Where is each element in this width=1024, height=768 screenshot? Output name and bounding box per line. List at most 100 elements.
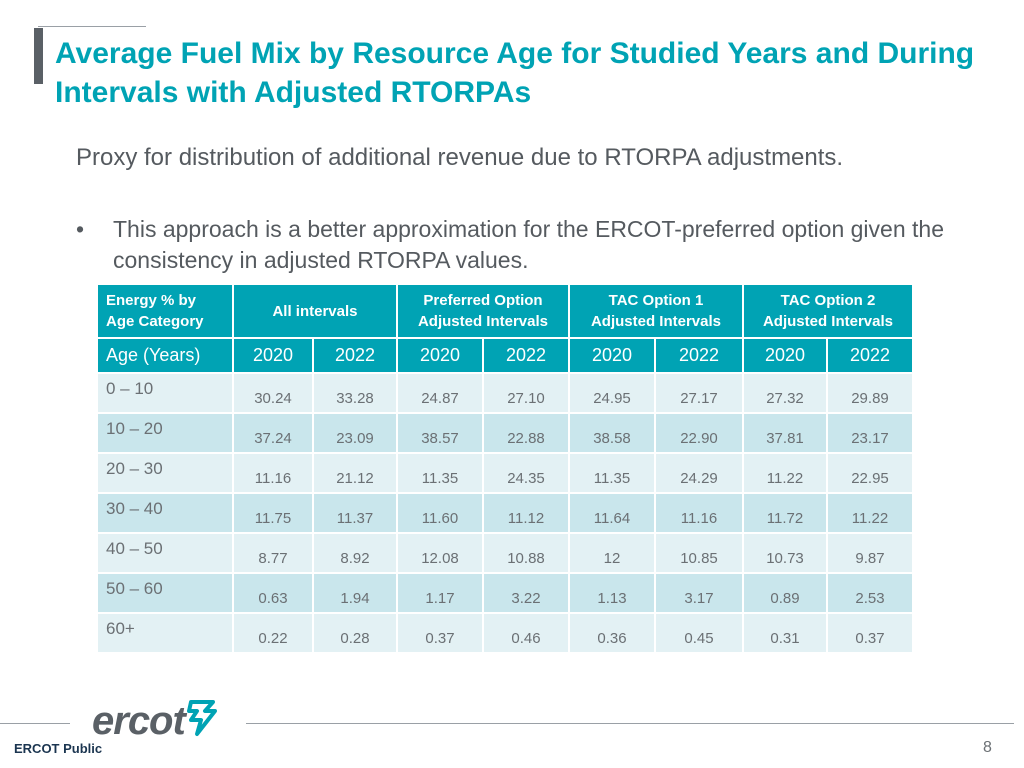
value-cell: 37.24 (234, 414, 312, 452)
year-header-row: Age (Years) 2020 2022 2020 2022 2020 202… (98, 339, 912, 372)
table-row: 60+ 0.22 0.28 0.37 0.46 0.36 0.45 0.31 0… (98, 614, 912, 652)
age-category-cell: 30 – 40 (98, 494, 232, 532)
value-cell: 11.12 (484, 494, 568, 532)
value-cell: 11.60 (398, 494, 482, 532)
year-header-cell: 2022 (484, 339, 568, 372)
ercot-bolt-icon (185, 698, 219, 743)
group-header-preferred-option: Preferred Option Adjusted Intervals (398, 285, 568, 337)
age-category-cell: 10 – 20 (98, 414, 232, 452)
year-header-cell: 2020 (398, 339, 482, 372)
group-header-row: Energy % by Age Category All intervals P… (98, 285, 912, 337)
title-accent-bar (34, 28, 43, 84)
table-row: 50 – 60 0.63 1.94 1.17 3.22 1.13 3.17 0.… (98, 574, 912, 612)
value-cell: 21.12 (314, 454, 396, 492)
value-cell: 10.85 (656, 534, 742, 572)
group-header-all-intervals: All intervals (234, 285, 396, 337)
bullet-point: • This approach is a better approximatio… (76, 214, 956, 276)
footer-divider-left (0, 723, 70, 724)
title-accent-line (38, 26, 146, 27)
value-cell: 0.45 (656, 614, 742, 652)
group-header-tac-option-1: TAC Option 1 Adjusted Intervals (570, 285, 742, 337)
value-cell: 0.37 (828, 614, 912, 652)
value-cell: 0.31 (744, 614, 826, 652)
group-header-line: Preferred Option (423, 292, 543, 309)
footer-divider-right (246, 723, 1014, 724)
group-header-line: TAC Option 1 (608, 292, 704, 309)
value-cell: 11.75 (234, 494, 312, 532)
age-category-cell: 0 – 10 (98, 374, 232, 412)
value-cell: 3.17 (656, 574, 742, 612)
year-header-cell: 2020 (744, 339, 826, 372)
group-header-line: Adjusted Intervals (417, 313, 549, 330)
value-cell: 11.64 (570, 494, 654, 532)
value-cell: 27.17 (656, 374, 742, 412)
fuel-mix-table: Energy % by Age Category All intervals P… (96, 283, 914, 654)
group-header-line: All intervals (272, 302, 358, 320)
value-cell: 33.28 (314, 374, 396, 412)
year-header-cell: 2022 (314, 339, 396, 372)
value-cell: 23.09 (314, 414, 396, 452)
value-cell: 22.88 (484, 414, 568, 452)
age-years-header: Age (Years) (98, 339, 232, 372)
value-cell: 24.87 (398, 374, 482, 412)
age-category-cell: 40 – 50 (98, 534, 232, 572)
footer-label: ERCOT Public (14, 741, 103, 756)
value-cell: 10.73 (744, 534, 826, 572)
value-cell: 1.94 (314, 574, 396, 612)
value-cell: 38.58 (570, 414, 654, 452)
value-cell: 22.95 (828, 454, 912, 492)
value-cell: 0.22 (234, 614, 312, 652)
year-header-cell: 2020 (234, 339, 312, 372)
value-cell: 11.37 (314, 494, 396, 532)
slide-subtitle: Proxy for distribution of additional rev… (76, 144, 844, 171)
value-cell: 11.22 (828, 494, 912, 532)
value-cell: 24.35 (484, 454, 568, 492)
ercot-logo: ercot (92, 698, 219, 743)
value-cell: 3.22 (484, 574, 568, 612)
age-category-cell: 20 – 30 (98, 454, 232, 492)
value-cell: 30.24 (234, 374, 312, 412)
year-header-cell: 2022 (656, 339, 742, 372)
value-cell: 0.63 (234, 574, 312, 612)
value-cell: 8.92 (314, 534, 396, 572)
page-number: 8 (983, 739, 992, 756)
table-row: 20 – 30 11.16 21.12 11.35 24.35 11.35 24… (98, 454, 912, 492)
year-header-cell: 2020 (570, 339, 654, 372)
value-cell: 27.10 (484, 374, 568, 412)
value-cell: 29.89 (828, 374, 912, 412)
corner-header: Energy % by Age Category (98, 285, 232, 337)
value-cell: 37.81 (744, 414, 826, 452)
table-row: 40 – 50 8.77 8.92 12.08 10.88 12 10.85 1… (98, 534, 912, 572)
value-cell: 11.72 (744, 494, 826, 532)
value-cell: 24.29 (656, 454, 742, 492)
value-cell: 38.57 (398, 414, 482, 452)
value-cell: 10.88 (484, 534, 568, 572)
value-cell: 11.16 (234, 454, 312, 492)
value-cell: 0.36 (570, 614, 654, 652)
table-row: 10 – 20 37.24 23.09 38.57 22.88 38.58 22… (98, 414, 912, 452)
value-cell: 22.90 (656, 414, 742, 452)
value-cell: 0.28 (314, 614, 396, 652)
table-row: 30 – 40 11.75 11.37 11.60 11.12 11.64 11… (98, 494, 912, 532)
age-category-cell: 60+ (98, 614, 232, 652)
value-cell: 1.17 (398, 574, 482, 612)
value-cell: 12.08 (398, 534, 482, 572)
value-cell: 11.16 (656, 494, 742, 532)
group-header-line: Adjusted Intervals (590, 313, 722, 330)
corner-header-line: Age Category (106, 313, 204, 330)
value-cell: 0.89 (744, 574, 826, 612)
group-header-tac-option-2: TAC Option 2 Adjusted Intervals (744, 285, 912, 337)
slide-title: Average Fuel Mix by Resource Age for Stu… (55, 37, 975, 109)
value-cell: 0.46 (484, 614, 568, 652)
value-cell: 11.35 (570, 454, 654, 492)
value-cell: 24.95 (570, 374, 654, 412)
value-cell: 0.37 (398, 614, 482, 652)
bullet-marker: • (76, 216, 85, 242)
value-cell: 11.22 (744, 454, 826, 492)
logo-wordmark: ercot (92, 698, 186, 743)
value-cell: 11.35 (398, 454, 482, 492)
bullet-text: This approach is a better approximation … (113, 216, 944, 273)
year-header-cell: 2022 (828, 339, 912, 372)
age-category-cell: 50 – 60 (98, 574, 232, 612)
group-header-line: TAC Option 2 (780, 292, 876, 309)
